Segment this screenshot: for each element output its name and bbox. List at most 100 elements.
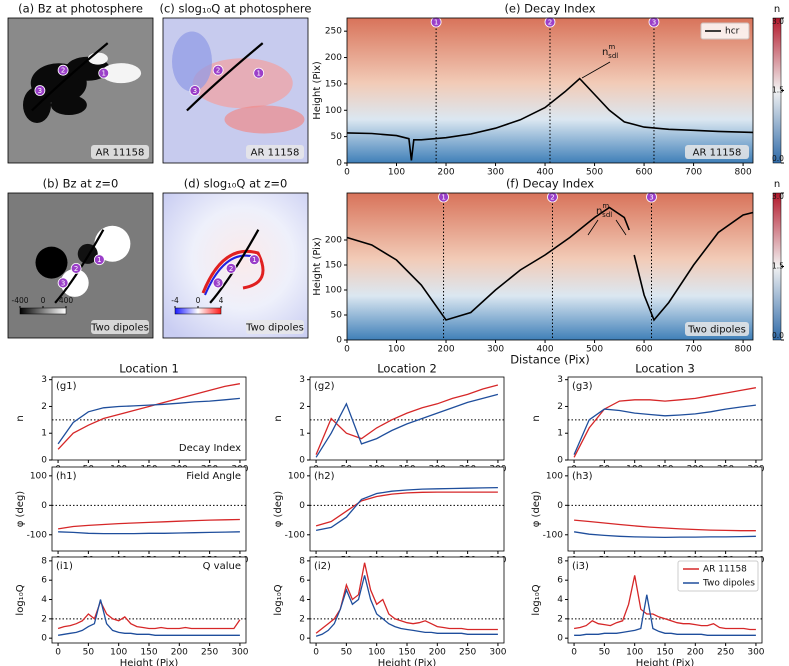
x-tick-label: 200 bbox=[437, 168, 454, 178]
series-line bbox=[58, 531, 240, 535]
location-marker bbox=[212, 277, 224, 289]
x-tick-label: 500 bbox=[586, 168, 603, 178]
panel-title: (c) slog₁₀Q at photosphere bbox=[160, 2, 312, 16]
dataset-label: AR 11158 bbox=[96, 148, 145, 159]
label-box bbox=[91, 320, 149, 334]
panel-label: (g2) bbox=[314, 381, 335, 392]
location-number: 1 bbox=[434, 19, 438, 27]
panel-label: (i1) bbox=[56, 561, 73, 572]
x-tick-label: 200 bbox=[687, 648, 704, 658]
location-marker bbox=[93, 254, 105, 266]
y-axis-label: φ (deg) bbox=[273, 491, 284, 528]
x-tick-label: 100 bbox=[388, 168, 405, 178]
flux-bright bbox=[101, 63, 142, 84]
y-axis-label: n bbox=[531, 415, 542, 421]
location-number: 3 bbox=[193, 87, 197, 95]
panel-label: (i3) bbox=[572, 561, 589, 572]
y-tick-label: 200 bbox=[325, 236, 342, 246]
label-box bbox=[246, 145, 304, 159]
y-tick-label: 8 bbox=[299, 556, 305, 566]
colorbar bbox=[19, 307, 67, 315]
column-title: Location 2 bbox=[377, 362, 437, 376]
colorbar-tick-label: 400 bbox=[59, 296, 74, 305]
x-tick-label: 300 bbox=[747, 648, 764, 658]
y-tick-label: 2 bbox=[299, 614, 305, 624]
y-axis-label: n bbox=[15, 415, 26, 421]
q-ribbon bbox=[204, 254, 256, 296]
x-tick-label: 600 bbox=[635, 168, 652, 178]
annotation-arrow bbox=[587, 219, 599, 236]
series-line bbox=[57, 397, 240, 445]
y-tick-label: 0 bbox=[557, 456, 563, 466]
x-tick-label: 0 bbox=[344, 168, 350, 178]
x-tick-label: 300 bbox=[487, 345, 504, 355]
q-region bbox=[172, 31, 212, 92]
image-panel bbox=[162, 17, 309, 164]
y-tick-label: 3 bbox=[557, 375, 563, 385]
y-axis-label: φ (deg) bbox=[531, 491, 542, 528]
critical-height-curve bbox=[346, 206, 754, 322]
location-marker bbox=[57, 277, 69, 289]
y-tick-label: 1 bbox=[41, 429, 47, 439]
location-marker bbox=[34, 85, 46, 96]
y-tick-label: 50 bbox=[331, 311, 343, 321]
panel-label: (h2) bbox=[314, 471, 335, 482]
frame bbox=[346, 17, 754, 164]
x-tick-label: 100 bbox=[388, 345, 405, 355]
panel-label: (h3) bbox=[572, 471, 593, 482]
x-axis-label: Height (Pix) bbox=[378, 658, 437, 666]
plot-area bbox=[309, 466, 505, 552]
x-tick-label: 0 bbox=[313, 648, 319, 658]
series-line bbox=[315, 491, 498, 527]
y-tick-label: 6 bbox=[557, 576, 563, 586]
y-tick-label: 1 bbox=[299, 429, 305, 439]
series-line bbox=[315, 384, 499, 455]
y-tick-label: 0 bbox=[336, 336, 342, 346]
y-axis-label: n bbox=[273, 415, 284, 421]
y-axis-label: log₁₀Q bbox=[273, 584, 284, 615]
x-tick-label: 150 bbox=[656, 648, 673, 658]
dipole bbox=[94, 225, 131, 262]
annotation-sup: m bbox=[608, 43, 615, 51]
colorbar-label: n bbox=[774, 179, 780, 190]
y-tick-label: 4 bbox=[299, 595, 305, 605]
y-tick-label: 1 bbox=[557, 429, 563, 439]
y-tick-label: 0 bbox=[299, 634, 305, 644]
legend-label: hcr bbox=[725, 27, 740, 37]
q-region bbox=[224, 105, 305, 134]
location-number: 2 bbox=[61, 67, 65, 75]
y-tick-label: 0 bbox=[336, 159, 342, 169]
x-tick-label: 250 bbox=[717, 648, 734, 658]
y-tick-label: 0 bbox=[299, 456, 305, 466]
x-axis-label: Height (Pix) bbox=[636, 658, 695, 666]
series-line bbox=[57, 599, 241, 630]
series-line bbox=[57, 599, 240, 636]
location-marker bbox=[648, 16, 660, 28]
series-line bbox=[315, 575, 498, 637]
image-panel bbox=[7, 17, 154, 164]
panel-annotation: Q value bbox=[203, 561, 241, 572]
location-marker bbox=[212, 64, 224, 76]
heatmap bbox=[347, 193, 753, 340]
y-tick-label: 2 bbox=[557, 402, 563, 412]
x-axis-label: Height (Pix) bbox=[120, 658, 179, 666]
colorbar-tick-label: 0 bbox=[196, 296, 201, 305]
colorbar-tick-label: -400 bbox=[11, 296, 28, 305]
location-number: 1 bbox=[256, 70, 260, 78]
y-tick-label: 50 bbox=[331, 132, 343, 142]
annotation-base: n bbox=[602, 47, 608, 58]
column-title: Location 1 bbox=[119, 362, 179, 376]
panel-annotation: Field Angle bbox=[186, 471, 241, 482]
y-tick-label: 200 bbox=[325, 53, 342, 63]
series-line bbox=[315, 486, 498, 532]
heatmap bbox=[347, 18, 753, 163]
x-tick-label: 200 bbox=[437, 345, 454, 355]
y-tick-label: 100 bbox=[546, 471, 563, 481]
location-marker bbox=[57, 64, 69, 76]
panel-label: (g3) bbox=[572, 381, 593, 392]
x-tick-label: 800 bbox=[735, 345, 752, 355]
colorbar-tick-label: 1.5 bbox=[772, 86, 784, 95]
x-tick-label: 700 bbox=[685, 168, 702, 178]
frame bbox=[346, 192, 754, 341]
